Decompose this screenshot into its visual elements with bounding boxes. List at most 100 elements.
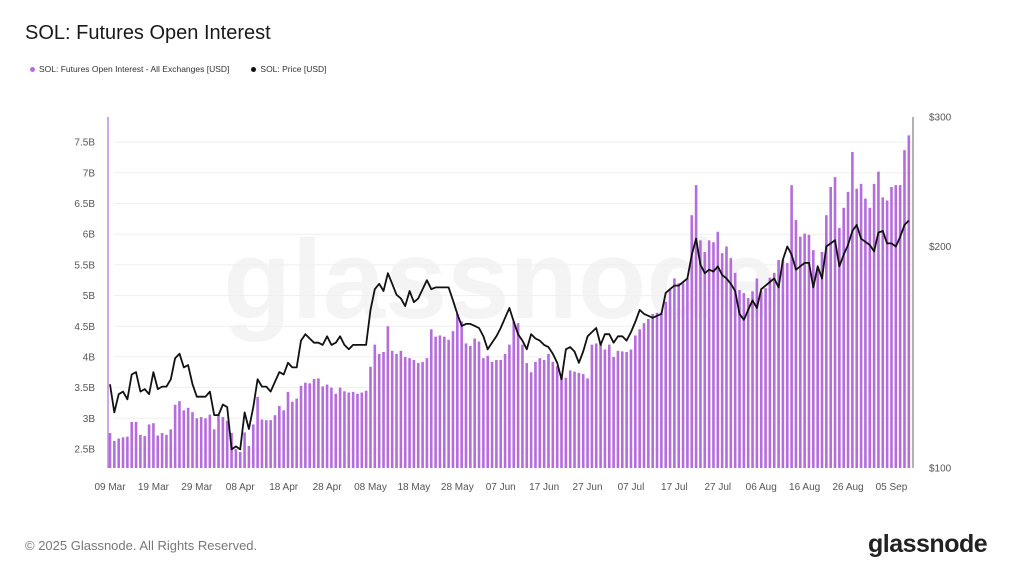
open-interest-bar <box>764 288 767 468</box>
open-interest-bar <box>590 344 594 468</box>
open-interest-bar <box>325 384 329 468</box>
open-interest-bar <box>130 421 134 468</box>
open-interest-bar <box>525 363 529 468</box>
x-axis-tick-label: 28 Apr <box>313 482 343 493</box>
open-interest-bar <box>364 390 368 468</box>
open-interest-bar <box>703 252 707 468</box>
open-interest-bar <box>182 410 186 468</box>
open-interest-bar <box>677 283 681 468</box>
open-interest-bar <box>269 420 272 468</box>
open-interest-bar <box>160 433 164 468</box>
open-interest-bar <box>117 438 120 468</box>
legend-item-open-interest[interactable]: SOL: Futures Open Interest - All Exchang… <box>30 64 229 74</box>
open-interest-bar <box>616 350 620 468</box>
open-interest-bar <box>243 432 246 468</box>
open-interest-bar <box>586 378 589 468</box>
open-interest-bar <box>885 200 889 469</box>
left-axis-tick-label: 3.5B <box>74 383 95 394</box>
open-interest-bar <box>204 418 207 468</box>
open-interest-bar <box>642 323 646 468</box>
open-interest-bar <box>377 353 381 468</box>
open-interest-bar <box>803 233 806 468</box>
open-interest-bar <box>490 361 494 468</box>
open-interest-bar <box>777 259 780 468</box>
open-interest-bar <box>334 393 338 468</box>
open-interest-bar <box>225 420 229 468</box>
open-interest-bar <box>907 135 911 468</box>
open-interest-bar <box>343 391 346 468</box>
open-interest-bar <box>868 207 872 468</box>
price-line <box>109 219 910 451</box>
open-interest-bar <box>408 358 411 468</box>
open-interest-bar <box>477 341 481 468</box>
open-interest-bar <box>573 371 576 468</box>
open-interest-bar <box>872 183 876 469</box>
legend-item-price[interactable]: SOL: Price [USD] <box>251 64 327 74</box>
open-interest-bar <box>486 355 490 468</box>
open-interest-bar <box>542 360 546 468</box>
left-axis-tick-label: 6.5B <box>74 199 95 210</box>
open-interest-bar <box>451 331 455 468</box>
open-interest-bar <box>464 343 468 468</box>
left-axis-tick-label: 5.5B <box>74 260 95 271</box>
open-interest-bar <box>373 344 377 468</box>
open-interest-bar <box>390 350 394 468</box>
open-interest-bar <box>720 253 724 468</box>
open-interest-bar <box>521 344 524 468</box>
open-interest-bar <box>139 434 142 468</box>
open-interest-bar <box>256 396 259 468</box>
legend-swatch-open-interest <box>30 66 35 72</box>
open-interest-bar <box>820 252 824 468</box>
open-interest-bar <box>230 433 233 468</box>
open-interest-bar <box>694 185 698 468</box>
open-interest-bar <box>577 372 581 468</box>
open-interest-bar <box>647 318 650 468</box>
open-interest-bar <box>547 353 550 468</box>
open-interest-bar <box>842 207 846 468</box>
left-axis-tick-label: 7B <box>83 168 96 179</box>
x-axis-tick-label: 16 Aug <box>789 482 820 493</box>
x-axis-tick-label: 18 Apr <box>269 482 299 493</box>
open-interest-bar <box>286 391 290 468</box>
open-interest-bar <box>725 246 728 468</box>
open-interest-bar <box>178 401 181 468</box>
open-interest-bar <box>260 419 264 468</box>
open-interest-bar <box>772 272 776 468</box>
open-interest-bar <box>699 240 702 468</box>
x-axis-tick-label: 08 May <box>354 482 387 493</box>
open-interest-bar <box>846 191 850 468</box>
open-interest-bar <box>825 215 828 468</box>
open-interest-bar <box>529 372 533 468</box>
open-interest-bar <box>291 401 294 468</box>
open-interest-bar <box>278 406 281 468</box>
legend-swatch-price <box>251 66 257 72</box>
open-interest-bar <box>416 363 420 468</box>
open-interest-bar <box>169 429 173 468</box>
open-interest-bar <box>247 445 251 468</box>
x-axis-tick-label: 19 Mar <box>138 482 170 493</box>
open-interest-bar <box>664 301 668 468</box>
x-axis-tick-label: 07 Jul <box>618 482 645 493</box>
open-interest-bar <box>165 434 168 468</box>
open-interest-bar <box>347 392 351 468</box>
open-interest-bar <box>312 379 316 468</box>
open-interest-bar <box>607 344 611 468</box>
open-interest-bar <box>707 240 711 468</box>
left-axis-tick-label: 7.5B <box>74 138 95 149</box>
open-interest-bar <box>716 231 720 468</box>
open-interest-bar <box>425 358 429 468</box>
x-axis-tick-label: 17 Jun <box>529 482 559 493</box>
open-interest-bar <box>864 198 867 468</box>
open-interest-bar <box>751 291 754 468</box>
open-interest-bar <box>442 336 446 468</box>
legend-label-open-interest: SOL: Futures Open Interest - All Exchang… <box>39 64 230 74</box>
open-interest-bar <box>499 360 503 468</box>
left-axis-tick-label: 2.5B <box>74 444 95 455</box>
open-interest-bar <box>382 352 385 468</box>
open-interest-bar <box>282 410 285 468</box>
open-interest-bar <box>794 220 798 468</box>
x-axis-tick-label: 28 May <box>441 482 474 493</box>
open-interest-bar <box>251 424 255 468</box>
open-interest-bar <box>321 386 325 468</box>
open-interest-bar <box>712 242 715 468</box>
